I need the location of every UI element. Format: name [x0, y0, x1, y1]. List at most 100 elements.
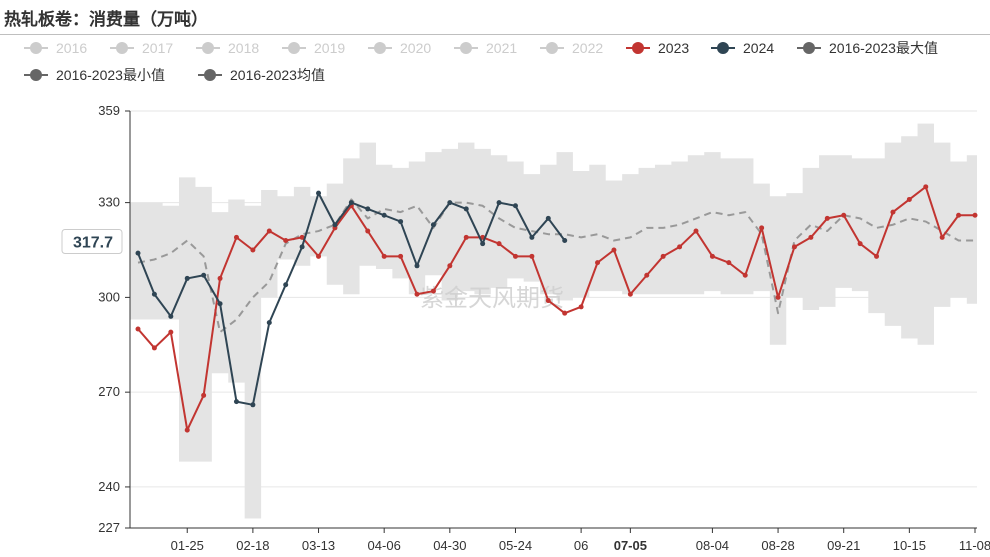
legend-label: 2018	[228, 40, 259, 56]
y-tick-label: 330	[98, 195, 120, 210]
y-tick-label: 240	[98, 479, 120, 494]
range-band	[130, 123, 977, 519]
data-point-2023	[381, 253, 387, 259]
data-point-2024	[398, 219, 404, 225]
data-point-2024	[168, 313, 174, 319]
x-tick-label: 04-06	[368, 538, 401, 553]
x-tick-label: 04-30	[433, 538, 466, 553]
data-point-2024	[529, 234, 535, 240]
data-point-2023	[430, 288, 436, 294]
data-point-2023	[316, 253, 322, 259]
data-point-2024	[316, 190, 322, 196]
data-point-2024	[496, 200, 502, 206]
data-point-2023	[611, 247, 617, 253]
data-point-2023	[775, 294, 781, 300]
legend-item-2016[interactable]: 2016	[24, 40, 87, 56]
data-point-2023	[447, 263, 453, 269]
data-point-2023	[496, 241, 502, 247]
data-point-2024	[217, 301, 223, 307]
legend-item-2022[interactable]: 2022	[540, 40, 603, 56]
legend-item-2016-2023最小值[interactable]: 2016-2023最小值	[24, 67, 165, 83]
x-tick-label: 05-24	[499, 538, 532, 553]
data-point-2023	[709, 253, 715, 259]
legend-item-2021[interactable]: 2021	[454, 40, 517, 56]
title-divider	[0, 34, 990, 35]
data-point-2023	[463, 234, 469, 240]
data-point-2023	[398, 253, 404, 259]
x-tick-label: 01-25	[171, 538, 204, 553]
legend-swatch-dot	[116, 42, 128, 54]
data-point-2024	[480, 241, 486, 247]
data-point-2023	[365, 228, 371, 234]
data-point-2024	[348, 200, 354, 206]
data-point-2023	[759, 225, 765, 231]
legend-label: 2016	[56, 40, 87, 56]
legend-label: 2016-2023最大值	[829, 40, 938, 56]
legend-swatch-dot	[30, 42, 42, 54]
x-tick-label: 08-04	[696, 538, 729, 553]
legend-label: 2017	[142, 40, 173, 56]
legend-item-2024[interactable]: 2024	[711, 40, 774, 56]
x-tick-label: 06	[574, 538, 588, 553]
data-point-2023	[217, 275, 223, 281]
y-pointer-label: 317.7	[61, 228, 123, 254]
legend-item-2023[interactable]: 2023	[626, 40, 689, 56]
data-point-2024	[430, 222, 436, 228]
series-2023	[135, 184, 978, 433]
series-line-2023	[137, 185, 975, 432]
data-point-2024	[250, 402, 256, 408]
legend-label: 2022	[572, 40, 603, 56]
data-point-2023	[299, 234, 305, 240]
data-point-2024	[135, 250, 141, 256]
data-point-2024	[365, 206, 371, 212]
data-point-2023	[677, 244, 683, 250]
watermark: 紫金天风期货	[420, 284, 564, 312]
legend-item-2019[interactable]: 2019	[282, 40, 345, 56]
data-point-2023	[726, 260, 732, 266]
data-point-2023	[529, 253, 535, 259]
data-point-2023	[890, 209, 896, 215]
legend-label: 2020	[400, 40, 431, 56]
legend-swatch-dot	[632, 42, 644, 54]
data-point-2023	[151, 345, 157, 351]
data-point-2023	[956, 212, 962, 218]
x-tick-label: 07-05	[614, 538, 647, 553]
data-point-2024	[562, 238, 568, 244]
legend-item-2016-2023最大值[interactable]: 2016-2023最大值	[797, 40, 938, 56]
data-point-2023	[545, 298, 551, 304]
data-point-2023	[742, 272, 748, 278]
legend-item-2016-2023均值[interactable]: 2016-2023均值	[198, 67, 325, 83]
legend-item-2017[interactable]: 2017	[110, 40, 173, 56]
data-point-2023	[923, 184, 929, 190]
legend-label: 2021	[486, 40, 517, 56]
data-point-2024	[283, 282, 289, 288]
data-point-2023	[266, 228, 272, 234]
legend-swatch-dot	[460, 42, 472, 54]
legend-item-2020[interactable]: 2020	[368, 40, 431, 56]
data-point-2023	[791, 244, 797, 250]
y-tick-label: 227	[98, 520, 120, 535]
data-point-2023	[414, 291, 420, 297]
data-point-2024	[414, 263, 420, 269]
data-point-2024	[151, 291, 157, 297]
y-tick-label: 359	[98, 103, 120, 118]
data-point-2024	[463, 206, 469, 212]
axes: 227 240 270 300 330 359 01-25 02-18 03-13 04-06 04…	[61, 103, 990, 553]
y-pointer-value: 317.7	[73, 234, 113, 251]
legend-swatch-dot	[204, 69, 216, 81]
data-point-2023	[578, 304, 584, 310]
legend-swatch-dot	[374, 42, 386, 54]
series-layer	[135, 184, 978, 433]
legend-swatch-dot	[30, 69, 42, 81]
legend-swatch-dot	[546, 42, 558, 54]
data-point-2023	[644, 272, 650, 278]
legend-item-2018[interactable]: 2018	[196, 40, 259, 56]
data-point-2024	[447, 200, 453, 206]
data-point-2023	[841, 212, 847, 218]
data-point-2024	[381, 212, 387, 218]
x-tick-label: 10-15	[893, 538, 926, 553]
data-point-2023	[201, 392, 207, 398]
y-tick-label: 300	[98, 289, 120, 304]
data-point-2024	[545, 215, 551, 221]
